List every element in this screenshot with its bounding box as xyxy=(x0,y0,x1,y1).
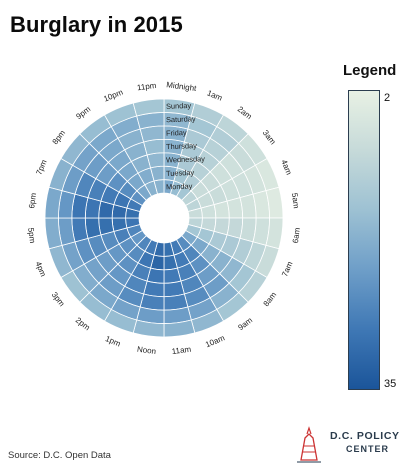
heat-cell xyxy=(143,138,165,156)
day-label: Sunday xyxy=(166,101,192,111)
hour-label: 9am xyxy=(236,315,254,332)
dc-policy-center-logo xyxy=(297,426,321,463)
heat-cell xyxy=(213,200,230,219)
legend-title: Legend xyxy=(343,62,397,79)
hour-label: 1am xyxy=(206,88,224,102)
day-label: Friday xyxy=(166,128,187,138)
day-label: Monday xyxy=(166,181,193,191)
hour-label: 4pm xyxy=(34,260,48,278)
hour-label: 2am xyxy=(236,105,254,122)
hour-label: 7pm xyxy=(34,158,48,176)
logo-text-line2: CENTER xyxy=(346,444,390,454)
legend-min-label: 2 xyxy=(384,92,391,104)
chart-title: Burglary in 2015 xyxy=(10,12,183,37)
capitol-dome-icon xyxy=(297,426,321,463)
radial-heatmap: Monday Tuesday Wednesday Thursday Friday Satu… xyxy=(26,80,302,357)
hour-label: 10am xyxy=(204,333,226,349)
hour-label: 2pm xyxy=(74,316,92,333)
hour-label: 8pm xyxy=(51,128,68,146)
day-label: Thursday xyxy=(166,141,197,151)
heat-cell xyxy=(226,197,244,219)
hour-label: 6am xyxy=(291,227,302,244)
hour-label: 5pm xyxy=(26,227,37,244)
hour-label: 7am xyxy=(280,260,294,278)
source-note: Source: D.C. Open Data xyxy=(8,450,111,461)
day-label: Saturday xyxy=(166,114,196,124)
heat-cell xyxy=(98,217,115,236)
hour-label: 3pm xyxy=(50,290,67,308)
hour-label: 3am xyxy=(261,128,278,146)
day-label: Tuesday xyxy=(166,168,195,178)
hour-label: 11pm xyxy=(136,81,157,93)
hour-label: 1pm xyxy=(104,334,122,348)
hour-label: 9pm xyxy=(74,104,92,121)
heat-cell xyxy=(84,217,102,239)
legend-max-label: 35 xyxy=(384,378,397,390)
hour-label: 10pm xyxy=(102,87,124,103)
logo-text-line1: D.C. POLICY xyxy=(330,430,400,442)
heat-cell xyxy=(132,98,165,117)
hour-label: 4am xyxy=(279,158,293,176)
hour-label: Noon xyxy=(137,345,157,356)
day-label: Wednesday xyxy=(166,154,205,164)
hour-label: 6pm xyxy=(27,192,38,209)
hour-label: 11am xyxy=(171,345,192,357)
heat-cell xyxy=(146,152,165,169)
hour-label: 8am xyxy=(262,290,279,308)
hour-label: Midnight xyxy=(166,80,198,93)
heat-cell xyxy=(163,280,185,298)
heat-cell xyxy=(163,267,182,284)
legend-color-bar xyxy=(348,90,380,390)
hour-label: 5am xyxy=(290,192,301,209)
